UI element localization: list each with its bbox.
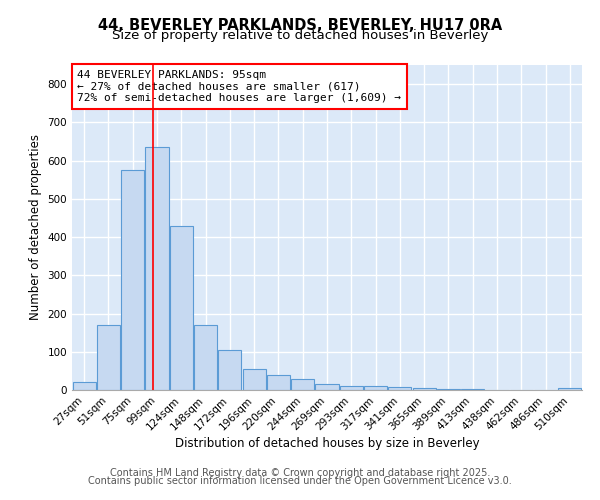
Bar xyxy=(145,147,169,390)
Bar xyxy=(242,369,266,390)
Text: Contains HM Land Registry data © Crown copyright and database right 2025.: Contains HM Land Registry data © Crown c… xyxy=(110,468,490,477)
Bar xyxy=(461,389,484,390)
Y-axis label: Number of detached properties: Number of detached properties xyxy=(29,134,42,320)
X-axis label: Distribution of detached houses by size in Beverley: Distribution of detached houses by size … xyxy=(175,438,479,450)
Bar xyxy=(194,325,217,390)
Bar xyxy=(218,350,241,390)
Bar xyxy=(388,387,412,390)
Bar xyxy=(437,389,460,390)
Bar xyxy=(316,384,338,390)
Bar xyxy=(170,226,193,390)
Bar xyxy=(364,386,387,390)
Bar xyxy=(340,386,363,390)
Bar xyxy=(267,374,290,390)
Bar xyxy=(97,325,120,390)
Bar xyxy=(413,388,436,390)
Bar xyxy=(291,378,314,390)
Bar xyxy=(559,388,581,390)
Bar xyxy=(73,382,95,390)
Text: 44 BEVERLEY PARKLANDS: 95sqm
← 27% of detached houses are smaller (617)
72% of s: 44 BEVERLEY PARKLANDS: 95sqm ← 27% of de… xyxy=(77,70,401,103)
Text: Size of property relative to detached houses in Beverley: Size of property relative to detached ho… xyxy=(112,29,488,42)
Bar xyxy=(121,170,144,390)
Text: 44, BEVERLEY PARKLANDS, BEVERLEY, HU17 0RA: 44, BEVERLEY PARKLANDS, BEVERLEY, HU17 0… xyxy=(98,18,502,32)
Text: Contains public sector information licensed under the Open Government Licence v3: Contains public sector information licen… xyxy=(88,476,512,486)
